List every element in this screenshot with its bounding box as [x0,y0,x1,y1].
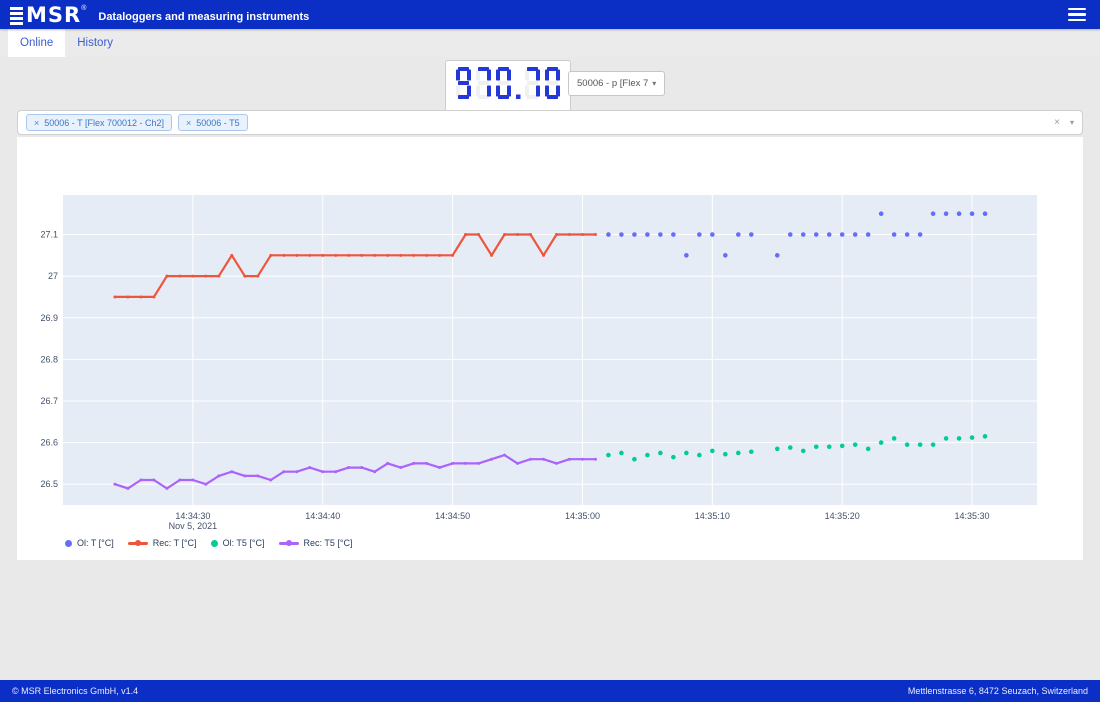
footer-address: Mettlenstrasse 6, 8472 Seuzach, Switzerl… [907,686,1088,696]
legend-label: Ol: T [°C] [77,538,114,548]
msr-logo: MSR ® [10,4,86,26]
legend-label: Rec: T5 [°C] [303,538,353,548]
svg-text:14:34:50: 14:34:50 [435,511,470,521]
footer-copyright: © MSR Electronics GmbH, v1.4 [12,686,139,696]
chevron-down-icon[interactable]: ▾ [1069,118,1074,127]
legend-item-1[interactable]: Rec: T [°C] [127,538,197,548]
legend-item-0[interactable]: Ol: T [°C] [65,538,114,548]
chevron-down-icon: ▾ [652,79,657,88]
svg-text:26.5: 26.5 [40,479,58,489]
selected-series-chips: × 50006 - T [Flex 700012 - Ch2] × 50006 … [26,114,248,131]
channel-dropdown-label: 50006 - p [Flex 7 [577,78,649,89]
app-title: Dataloggers and measuring instruments [98,10,310,23]
select-controls: × ▾ [1054,117,1074,128]
svg-text:14:35:00: 14:35:00 [565,511,600,521]
svg-text:14:35:10: 14:35:10 [695,511,730,521]
legend-line-marker-icon [127,540,148,546]
measurement-display [445,60,571,112]
legend-dot-marker-icon [65,539,72,547]
seven-segment-value [456,67,560,99]
chip-series-t: × 50006 - T [Flex 700012 - Ch2] [26,114,173,131]
svg-text:27.1: 27.1 [40,230,58,240]
msr-logo-text: MSR [26,2,82,27]
app-header: MSR ® Dataloggers and measuring instrume… [0,0,1100,29]
app-footer: © MSR Electronics GmbH, v1.4 Mettlenstra… [0,680,1100,702]
legend-line-marker-icon [278,540,299,546]
legend-dot-marker-icon [210,539,218,547]
legend-item-2[interactable]: Ol: T5 [°C] [210,538,265,548]
tab-history[interactable]: History [77,37,114,49]
svg-text:26.9: 26.9 [40,313,58,323]
chart-card: 14:34:30 Nov 5, 2021 14:34:40 14:34:50 14:35… [17,137,1083,560]
svg-text:26.8: 26.8 [40,354,58,364]
chip-series-t5: × 50006 - T5 [178,114,248,131]
registered-mark: ® [81,4,87,12]
chip-remove-icon[interactable]: × [186,117,192,128]
clear-selection-icon[interactable]: × [1054,117,1060,128]
tab-online[interactable]: Online [8,29,66,57]
msr-logo-bars-icon [10,6,23,25]
hamburger-menu-icon[interactable] [1064,4,1090,26]
svg-text:27: 27 [48,271,58,281]
svg-text:Nov 5, 2021: Nov 5, 2021 [169,521,218,531]
series-multiselect[interactable]: × 50006 - T [Flex 700012 - Ch2] × 50006 … [17,110,1083,135]
legend-label: Ol: T5 [°C] [222,538,265,548]
chart-legend: Ol: T [°C] Rec: T [°C] Ol: T5 [°C] Rec: T5 … [65,538,352,548]
chip-label: 50006 - T [Flex 700012 - Ch2] [44,117,165,128]
channel-dropdown[interactable]: 50006 - p [Flex 7 ▾ [568,71,666,96]
legend-item-3[interactable]: Rec: T5 [°C] [278,538,353,548]
legend-label: Rec: T [°C] [152,538,197,548]
tab-bar: Online History [0,29,1100,57]
svg-text:14:35:30: 14:35:30 [955,511,990,521]
svg-text:14:34:40: 14:34:40 [305,511,340,521]
svg-text:26.7: 26.7 [40,396,58,406]
svg-text:14:34:30: 14:34:30 [175,511,210,521]
svg-text:14:35:20: 14:35:20 [825,511,860,521]
chip-label: 50006 - T5 [196,117,240,128]
chip-remove-icon[interactable]: × [34,117,40,128]
svg-text:26.6: 26.6 [40,438,58,448]
